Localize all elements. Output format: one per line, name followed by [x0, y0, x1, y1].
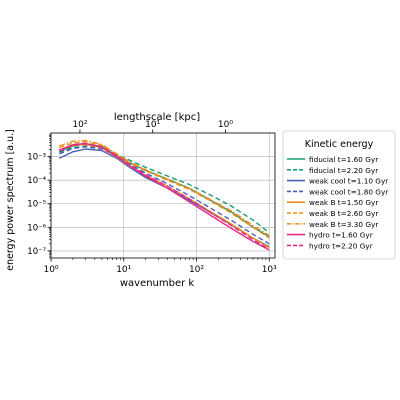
legend-label: fiducial t=2.20 Gyr	[309, 166, 378, 175]
y-axis-label: energy power spectrum [a.u.]	[5, 129, 16, 271]
series-line-5	[59, 141, 270, 239]
top-axis-label: lengthscale [kpc]	[114, 112, 200, 123]
legend-label: weak cool t=1.10 Gyr	[309, 177, 388, 186]
legend-label: weak cool t=1.80 Gyr	[309, 187, 388, 196]
legend-label: hydro t=2.20 Gyr	[309, 241, 373, 250]
y-tick-label: 10⁻⁶	[27, 223, 46, 233]
legend-items: fiducial t=1.60 Gyr fiducial t=2.20 Gyr we…	[287, 155, 388, 250]
top-tick-label: 10¹	[145, 120, 160, 130]
x-tick-label: 10³	[262, 265, 277, 275]
series-lines	[59, 139, 270, 251]
x-tick-label: 10⁰	[43, 265, 58, 275]
axis-ticks: 10⁰ 10¹ 10² 10³ 10⁻⁷ 10⁻⁶ 10⁻⁵ 10⁻⁴ 10⁻³ 10² 10¹ 10…	[27, 120, 277, 275]
y-tick-label: 10⁻⁷	[27, 247, 46, 257]
legend: Kinetic energy fiducial t=1.60 Gyrfiduci…	[282, 130, 396, 260]
y-tick-label: 10⁻³	[27, 153, 46, 163]
top-tick-label: 10⁰	[218, 120, 233, 130]
x-axis-label: wavenumber k	[120, 278, 195, 289]
legend-label: weak B t=2.60 Gyr	[309, 209, 378, 218]
top-tick-label: 10²	[72, 120, 87, 130]
x-tick-label: 10¹	[116, 265, 131, 275]
x-tick-label: 10²	[189, 265, 204, 275]
y-tick-label: 10⁻⁴	[27, 176, 46, 186]
series-line-7	[59, 142, 270, 251]
legend-box	[282, 130, 396, 260]
legend-title: Kinetic energy	[305, 139, 374, 150]
grid-lines	[50, 133, 275, 258]
series-line-6	[59, 139, 270, 237]
series-line-1	[59, 145, 270, 234]
legend-label: hydro t=1.60 Gyr	[309, 231, 373, 240]
legend-label: weak B t=1.50 Gyr	[309, 198, 378, 207]
y-tick-label: 10⁻⁵	[27, 200, 46, 210]
legend-label: fiducial t=1.60 Gyr	[309, 155, 378, 164]
series-line-0	[59, 143, 270, 238]
plot-frame	[50, 132, 276, 259]
legend-label: weak B t=3.30 Gyr	[309, 220, 378, 229]
series-line-8	[59, 143, 270, 250]
series-line-3	[59, 146, 270, 245]
